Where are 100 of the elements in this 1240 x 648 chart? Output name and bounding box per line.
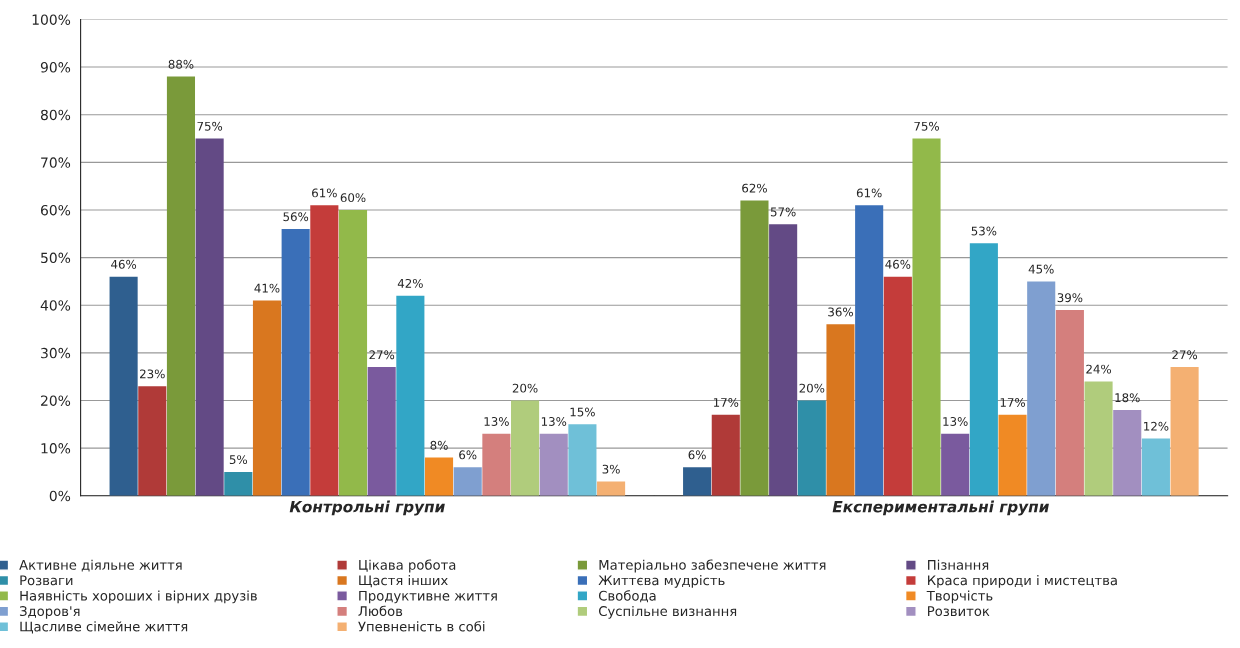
- data-label: 27%: [1172, 350, 1198, 360]
- data-label: 56%: [283, 212, 309, 222]
- data-label: 46%: [885, 259, 911, 269]
- data-label: 17%: [1000, 397, 1026, 407]
- data-label: 46%: [111, 259, 137, 269]
- y-tick-label: 100%: [32, 14, 71, 25]
- bar: [1084, 381, 1113, 496]
- bar: [281, 229, 310, 496]
- bar: [424, 457, 454, 496]
- y-tick-label: 60%: [40, 204, 71, 216]
- bar: [826, 324, 855, 496]
- y-tick-label: 30%: [41, 347, 71, 359]
- legend-label: Розвиток: [928, 606, 990, 617]
- legend-label: Свобода: [598, 590, 656, 603]
- y-tick-label: 40%: [40, 300, 71, 311]
- data-label: 53%: [971, 226, 997, 236]
- bar: [138, 386, 167, 496]
- data-label: 13%: [541, 417, 567, 426]
- bar: [711, 414, 740, 496]
- bar: [338, 209, 368, 496]
- bar: [396, 295, 425, 496]
- y-tick-label: 10%: [41, 443, 71, 454]
- bar: [1027, 281, 1056, 496]
- y-tick-label: 20%: [41, 395, 71, 406]
- data-label: 27%: [369, 350, 395, 360]
- bar: [740, 200, 769, 496]
- legend-label: Краса природи і мистецтва: [928, 575, 1117, 588]
- data-label: 41%: [254, 283, 280, 293]
- x-tick-label: Контрольні групи: [289, 500, 445, 516]
- legend-label: Матеріально забезпечене життя: [599, 559, 826, 573]
- legend-label: Щастя інших: [359, 575, 448, 588]
- legend-label: Пізнання: [928, 559, 989, 570]
- data-label: 13%: [943, 417, 968, 426]
- bar: [568, 424, 597, 496]
- data-label: 45%: [1028, 264, 1054, 274]
- data-label: 8%: [430, 440, 448, 450]
- legend-label: Суспільне визнання: [598, 605, 737, 619]
- legend-label: Розваги: [20, 575, 73, 586]
- bar: [1055, 309, 1084, 496]
- data-label: 12%: [1144, 421, 1169, 431]
- y-tick-label: 80%: [40, 109, 71, 121]
- data-label: 6%: [688, 450, 706, 460]
- data-label: 3%: [602, 464, 620, 474]
- y-tick-label: 0%: [49, 490, 71, 502]
- data-label: 24%: [1086, 364, 1112, 374]
- y-tick-label: 70%: [41, 157, 71, 168]
- data-label: 20%: [512, 383, 538, 393]
- bar: [969, 243, 998, 496]
- y-tick-label: 90%: [40, 62, 71, 73]
- bar: [1141, 438, 1170, 496]
- legend-label: Здоров'я: [19, 606, 80, 619]
- data-label: 75%: [197, 121, 223, 131]
- data-label: 88%: [168, 59, 194, 69]
- data-label: 60%: [340, 193, 366, 203]
- data-label: 36%: [828, 307, 853, 317]
- data-label: 57%: [770, 207, 796, 217]
- data-label: 17%: [713, 397, 739, 407]
- bar: [224, 471, 253, 496]
- data-label: 23%: [140, 369, 165, 379]
- data-label: 61%: [856, 188, 882, 198]
- legend-label: Любов: [358, 605, 403, 617]
- bar: [683, 467, 712, 496]
- bar: [855, 205, 884, 496]
- legend-label: Продуктивне життя: [359, 590, 497, 604]
- data-label: 75%: [914, 121, 939, 131]
- data-label: 20%: [799, 383, 825, 393]
- legend-label: Активне діяльне життя: [19, 559, 182, 572]
- bar: [310, 205, 339, 496]
- bar: [912, 138, 941, 496]
- bar: [539, 433, 568, 496]
- data-label: 39%: [1057, 293, 1083, 303]
- legend-label: Упевненість в собі: [358, 621, 485, 632]
- legend-label: Щасливе сімейне життя: [20, 621, 188, 634]
- x-tick-label: Експериментальні групи: [832, 500, 1049, 516]
- bar: [367, 367, 396, 496]
- data-label: 15%: [570, 407, 595, 417]
- data-label: 13%: [484, 417, 509, 426]
- bar: [797, 400, 826, 496]
- bar: [998, 414, 1027, 496]
- legend-label: Творчість: [926, 590, 993, 604]
- legend-label: Цікава робота: [359, 559, 456, 573]
- bar: [109, 276, 138, 496]
- bar: [1113, 409, 1142, 496]
- bar: [166, 76, 196, 496]
- data-label: 61%: [312, 188, 337, 198]
- bar: [482, 433, 511, 496]
- bar: [195, 138, 224, 496]
- data-label: 18%: [1115, 393, 1140, 403]
- bar: [453, 467, 482, 496]
- bar: [252, 300, 282, 496]
- bar: [1170, 367, 1199, 496]
- legend-label: Життєва мудрість: [598, 575, 725, 588]
- bar: [597, 481, 626, 496]
- y-tick-label: 50%: [41, 252, 71, 264]
- data-label: 62%: [742, 183, 767, 193]
- bar: [769, 224, 798, 496]
- bar: [883, 276, 912, 496]
- data-label: 6%: [459, 450, 477, 460]
- data-label: 42%: [397, 278, 423, 288]
- data-label: 5%: [229, 455, 248, 465]
